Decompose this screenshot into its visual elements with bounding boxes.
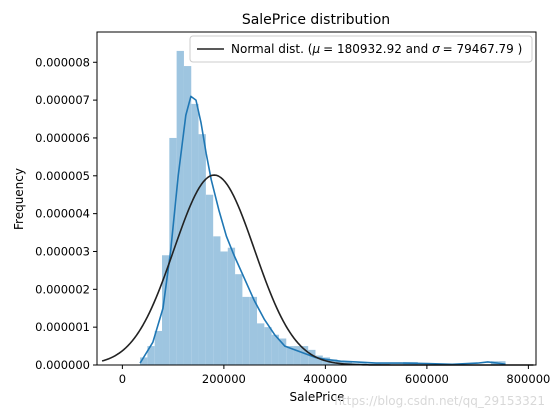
x-tick-label: 800000 <box>506 372 550 386</box>
plot-frame <box>96 31 537 366</box>
x-tick-label: 0 <box>119 372 126 386</box>
y-tick-label: 0.000005 <box>35 169 90 183</box>
legend-mu-symbol: μ <box>311 42 320 56</box>
histogram-bar <box>278 338 287 365</box>
watermark: https://blog.csdn.net/qq_29153321 <box>334 394 545 408</box>
legend-mu-part: = 180932.92 and <box>323 42 432 56</box>
y-tick-label: 0.000008 <box>35 55 90 69</box>
legend-label: Normal dist. (μ = 180932.92 and σ = 79467.… <box>231 42 522 56</box>
legend-sigma-part: = 79467.79 ) <box>443 42 523 56</box>
kde-line <box>139 95 506 366</box>
histogram-bar <box>300 346 309 365</box>
y-tick-label: 0.000006 <box>35 131 90 145</box>
histogram-bar <box>344 361 353 365</box>
histogram-layer <box>140 50 506 365</box>
y-tick-label: 0.000001 <box>35 320 90 334</box>
x-tick-label: 600000 <box>405 372 449 386</box>
histogram-bar <box>308 349 316 365</box>
y-tick-label: 0.000007 <box>35 93 90 107</box>
histogram-bar <box>183 66 192 365</box>
x-tick-label: 200000 <box>202 372 246 386</box>
histogram-bar <box>198 134 206 365</box>
y-tick-label: 0.000004 <box>35 207 90 221</box>
histogram-bar <box>264 327 272 365</box>
legend-box <box>189 35 533 63</box>
histogram-bar <box>271 334 279 365</box>
histogram-bar <box>242 296 250 365</box>
histogram-bar <box>249 296 258 365</box>
histogram-bar <box>235 274 243 365</box>
legend: Normal dist. (μ = 180932.92 and σ = 79467.… <box>189 35 533 63</box>
legend-sigma-symbol: σ <box>432 42 440 56</box>
y-tick-label: 0.000000 <box>35 358 90 372</box>
x-axis-label: SalePrice <box>290 390 345 404</box>
histogram-bar <box>140 357 148 365</box>
histogram-bar <box>147 346 155 365</box>
histogram-bar <box>257 323 265 365</box>
y-tick-label: 0.000002 <box>35 282 90 296</box>
axes-layer: 0 200000 400000 600000 800000 0.000000 0.00000… <box>35 55 550 386</box>
x-tick-label: 400000 <box>303 372 347 386</box>
chart-title: SalePrice distribution <box>242 12 390 28</box>
histogram-bar <box>315 355 323 365</box>
histogram-bar <box>162 255 170 365</box>
histogram-bar <box>293 346 301 365</box>
histogram-bar <box>176 50 184 365</box>
histogram-bar <box>205 194 214 365</box>
histogram-bar <box>191 103 199 365</box>
histogram-bar <box>213 236 221 365</box>
histogram-bar <box>286 346 294 365</box>
histogram-bar <box>227 247 236 365</box>
y-tick-label: 0.000003 <box>35 244 90 258</box>
histogram-bar <box>220 251 228 365</box>
y-axis-label: Frequency <box>12 168 26 230</box>
histogram-bar <box>154 330 163 365</box>
legend-label-start: Normal dist. ( <box>231 42 312 56</box>
